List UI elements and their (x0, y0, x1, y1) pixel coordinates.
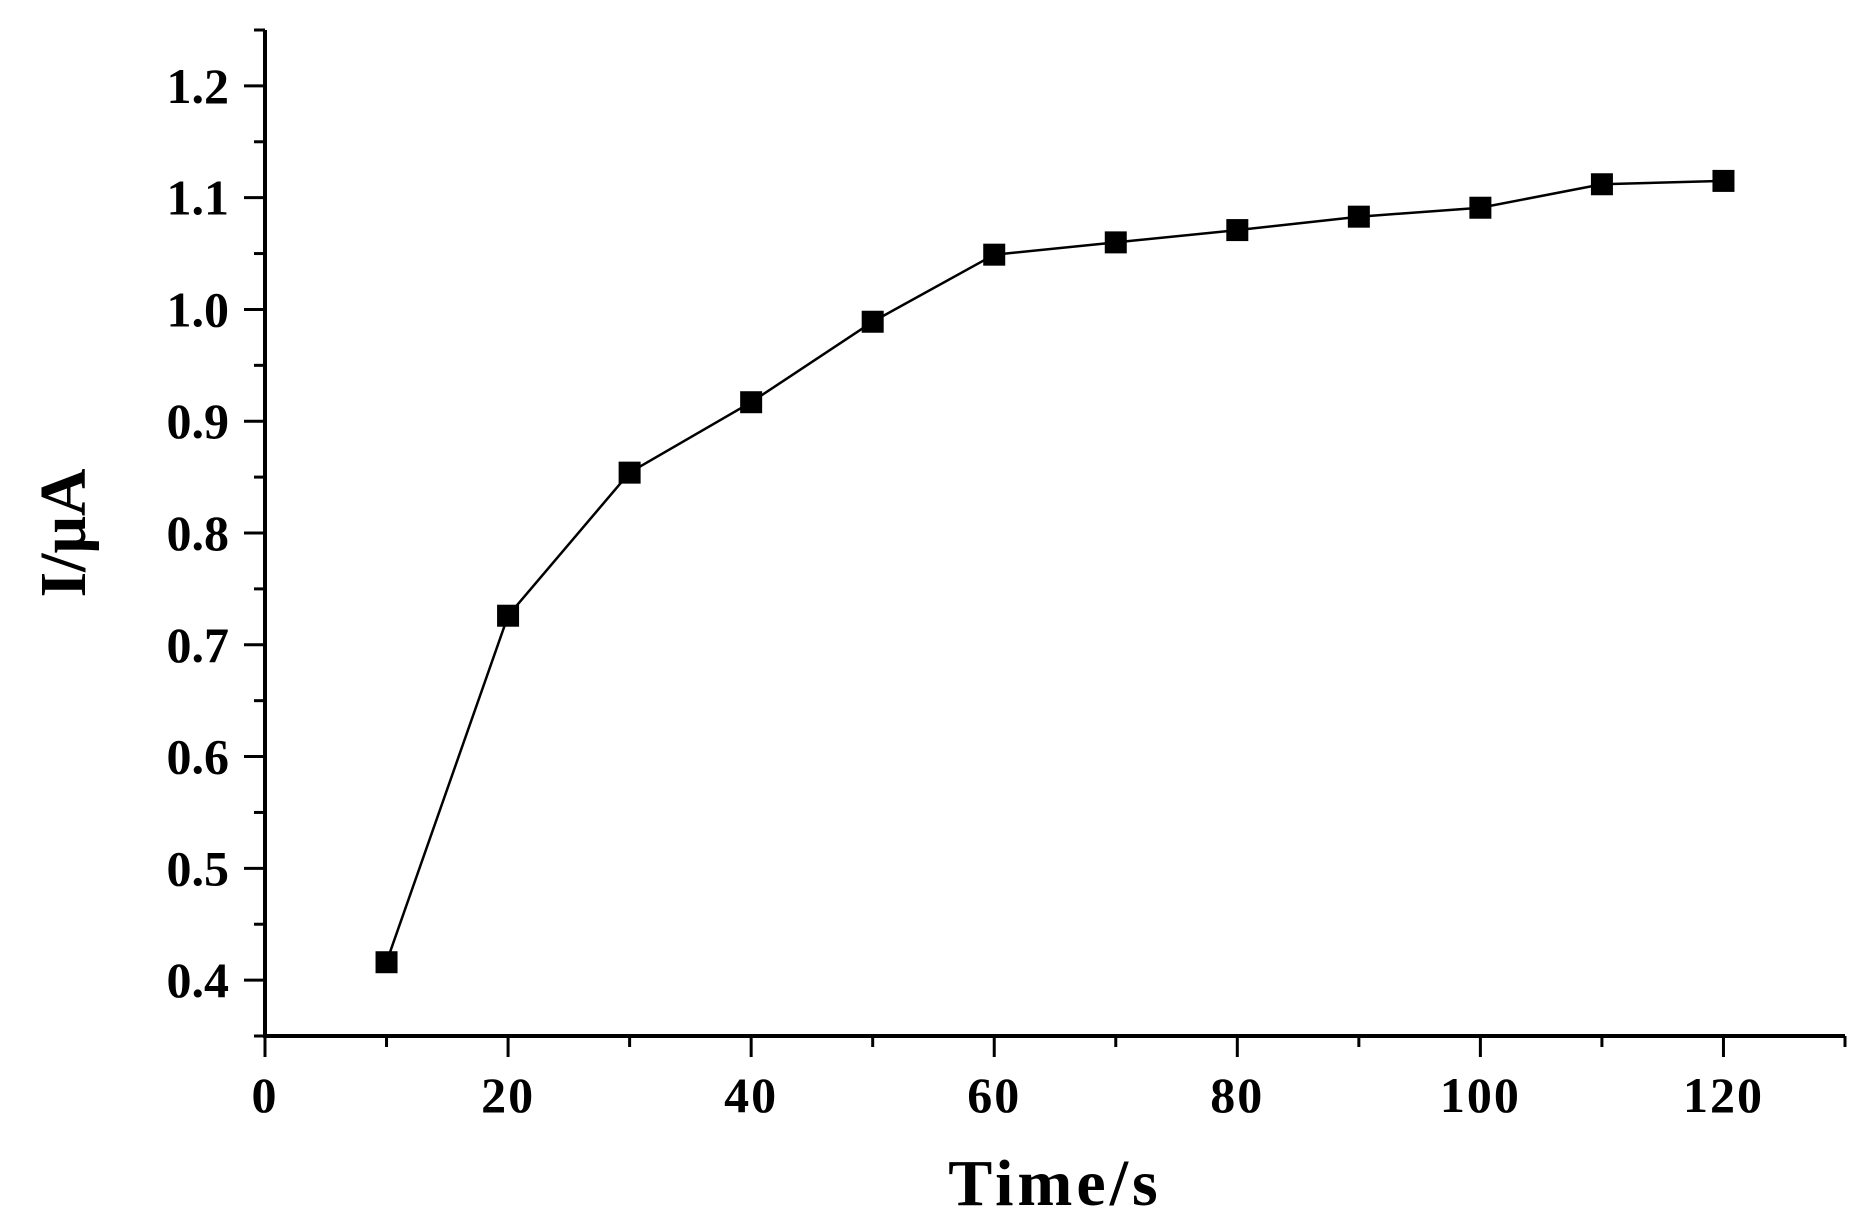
y-axis-ticks: 0.4 0.5 0.6 0.7 0.8 0.9 1.0 1.1 1.2 (167, 28, 265, 1038)
series-line (385, 179, 1724, 963)
y-tick-label: 0.5 (167, 840, 230, 896)
data-point (861, 310, 884, 333)
data-point (983, 243, 1006, 266)
x-tick-label: 80 (1210, 1067, 1264, 1123)
y-axis-title: I/μA (27, 468, 100, 597)
y-tick-label: 0.6 (167, 729, 230, 785)
x-tick-label: 40 (724, 1067, 778, 1123)
y-tick-label: 0.8 (167, 505, 230, 561)
x-axis-title: Time/s (948, 1147, 1161, 1220)
y-tick-label: 0.4 (167, 952, 230, 1008)
data-point (1712, 169, 1735, 192)
x-tick-label: 100 (1440, 1067, 1521, 1123)
data-point (618, 461, 641, 484)
x-tick-label: 20 (481, 1067, 535, 1123)
y-tick-label: 1.2 (167, 58, 230, 114)
data-point (1104, 231, 1127, 254)
data-point (1226, 219, 1249, 242)
data-point (375, 951, 398, 974)
data-point (1347, 205, 1370, 228)
y-tick-label: 1.0 (167, 281, 230, 337)
x-tick-label: 120 (1683, 1067, 1764, 1123)
x-tick-label: 0 (252, 1067, 279, 1123)
y-tick-label: 0.7 (167, 617, 230, 673)
data-point (1590, 173, 1613, 196)
x-tick-label: 60 (967, 1067, 1021, 1123)
data-point (1469, 196, 1492, 219)
series-line-path (385, 179, 1724, 963)
y-tick-label: 1.1 (167, 170, 230, 226)
x-axis-ticks: 0 20 40 60 80 100 120 (252, 1036, 1847, 1123)
series-markers (375, 169, 1735, 974)
data-point (497, 604, 520, 627)
data-point (740, 391, 763, 414)
y-tick-label: 0.9 (167, 393, 230, 449)
